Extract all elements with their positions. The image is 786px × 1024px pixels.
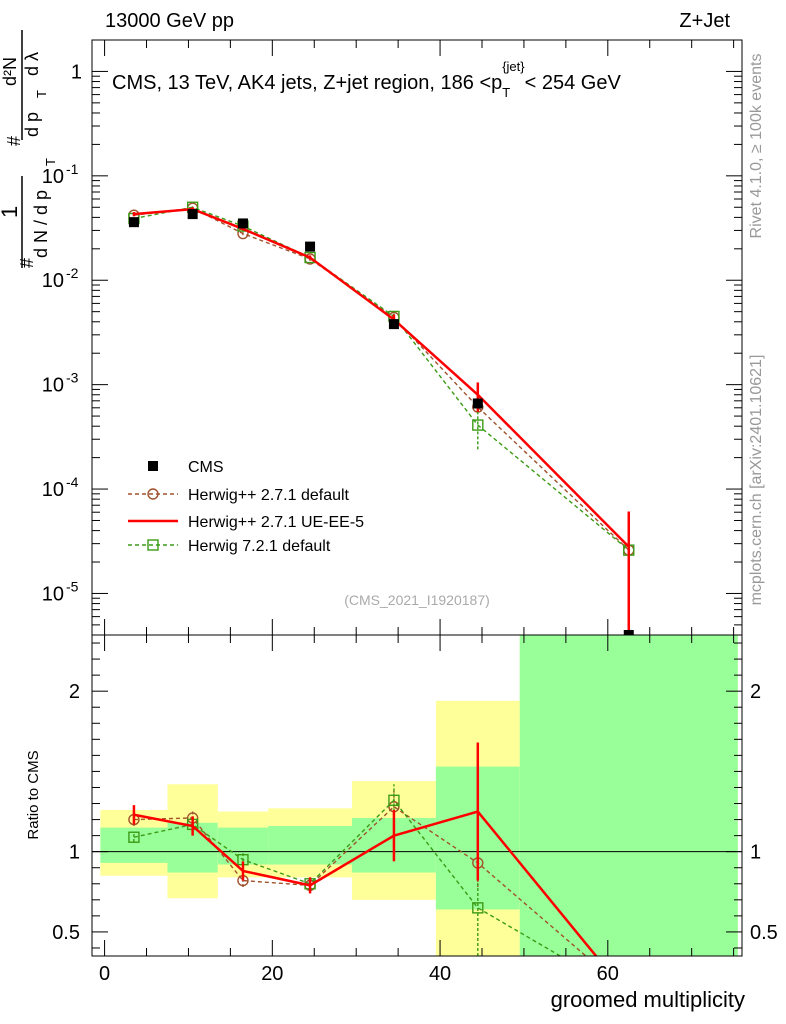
cms-marker [237, 218, 248, 229]
ratio-series-layer [128, 742, 598, 956]
main-y-tick-exponent: -1 [66, 161, 79, 177]
legend-herwig7-label: Herwig 7.2.1 default [188, 538, 331, 555]
ratio-ticks: 0 20 40 60 0.5 0.5 1 1 2 2 [52, 635, 778, 985]
ylabel-t-2: T [34, 90, 49, 98]
chart-title: CMS, 13 TeV, AK4 jets, Z+jet region, 186… [112, 59, 621, 100]
ratio-y-tick-label-left: 0.5 [52, 922, 80, 944]
title-sub: T [502, 85, 510, 100]
legend: CMS Herwig++ 2.7.1 default Herwig++ 2.7.… [128, 459, 364, 555]
herwig7-marker [128, 831, 140, 843]
herwig7-marker [472, 419, 484, 431]
main-series-layer [128, 201, 635, 640]
ratio-xlabel: groomed multiplicity [551, 987, 745, 1012]
cms-marker [305, 241, 316, 252]
main-y-tick-exponent: -2 [66, 265, 79, 281]
ratio-x-tick-label: 40 [429, 963, 451, 985]
main-y-tick-label: 10 [42, 166, 64, 188]
title-main: CMS, 13 TeV, AK4 jets, Z+jet region, 186… [112, 72, 502, 94]
main-y-tick-label: 10 [42, 583, 64, 605]
ylabel-hash-1: # [17, 258, 37, 268]
cms-marker [187, 209, 198, 220]
ylabel-t-1: T [43, 158, 58, 166]
ratio-y-tick-label-right: 2 [750, 681, 761, 703]
legend-item-herwig7: Herwig 7.2.1 default [128, 538, 331, 555]
main-y-ticks: 110-110-210-310-410-5 [42, 39, 742, 636]
ratio-y-tick-label-right: 0.5 [750, 922, 778, 944]
main-y-tick-label: 10 [42, 479, 64, 501]
ratio-band-1sigma [519, 635, 738, 956]
legend-item-herwig-ue: Herwig++ 2.7.1 UE-EE-5 [128, 514, 364, 531]
main-y-tick-label: 10 [42, 270, 64, 292]
ratio-x-tick-label: 0 [99, 963, 110, 985]
ratio-x-tick-label: 20 [261, 963, 283, 985]
ratio-x-tick-label: 60 [597, 963, 619, 985]
ratio-band-1sigma [100, 827, 168, 863]
main-panel: 110-110-210-310-410-5 (CMS_2021_I1920187… [42, 39, 743, 640]
legend-item-cms: CMS [148, 459, 224, 476]
legend-cms-marker [148, 461, 158, 471]
cms-marker [388, 319, 399, 330]
ylabel-one: 1 [0, 206, 22, 218]
ratio-panel: 0 20 40 60 0.5 0.5 1 1 2 2 Ratio to CMS groomed m… [25, 634, 778, 1012]
legend-herwig-ue-label: Herwig++ 2.7.1 UE-EE-5 [188, 514, 364, 531]
ratio-frame [91, 634, 743, 957]
cms-marker [128, 217, 139, 228]
ratio-y-tick-label-right: 1 [750, 842, 761, 864]
header-right-label: Z+Jet [679, 10, 730, 32]
main-y-tick-exponent: -5 [66, 578, 79, 594]
watermark: (CMS_2021_I1920187) [344, 592, 490, 608]
legend-herwig7-marker [147, 539, 159, 551]
ylabel-dlambda: d λ [22, 52, 42, 76]
ylabel-dndpt: d N / d p [31, 190, 51, 258]
main-y-tick-exponent: -4 [66, 474, 79, 490]
herwig7-marker [472, 902, 484, 914]
ratio-y-tick-label-left: 1 [69, 842, 80, 864]
ylabel-dpt: d p [22, 112, 42, 137]
legend-herwig-default-marker [147, 488, 159, 500]
legend-item-herwig-default: Herwig++ 2.7.1 default [128, 487, 350, 504]
main-y-tick-exponent: -3 [66, 370, 79, 386]
herwig7-marker [388, 794, 400, 807]
ratio-ylabel: Ratio to CMS [25, 750, 42, 839]
legend-herwig-default-label: Herwig++ 2.7.1 default [188, 487, 350, 504]
title-tail: < 254 GeV [525, 72, 622, 94]
ylabel-d2n: d²N [0, 57, 20, 86]
main-ylabel: 1 # d N / d p T # d²N d p T d λ [0, 30, 58, 268]
main-x-ticks [104, 40, 735, 635]
ratio-y-tick-label-left: 2 [69, 681, 80, 703]
legend-cms-label: CMS [188, 459, 224, 476]
rivet-label: Rivet 4.1.0, ≥ 100k events [748, 54, 765, 239]
ratio-bands-layer [92, 635, 742, 956]
mcplots-label: mcplots.cern.ch [arXiv:2401.10621] [748, 355, 765, 606]
header-left-label: 13000 GeV pp [105, 10, 234, 32]
herwig7-marker [304, 251, 316, 264]
cms-marker [472, 398, 483, 409]
main-y-tick-label: 10 [42, 375, 64, 397]
title-sup: {jet} [502, 59, 525, 74]
ylabel-hash-2: # [4, 136, 24, 146]
main-y-tick-label: 1 [71, 61, 82, 83]
ratio-band-1sigma [268, 825, 352, 865]
